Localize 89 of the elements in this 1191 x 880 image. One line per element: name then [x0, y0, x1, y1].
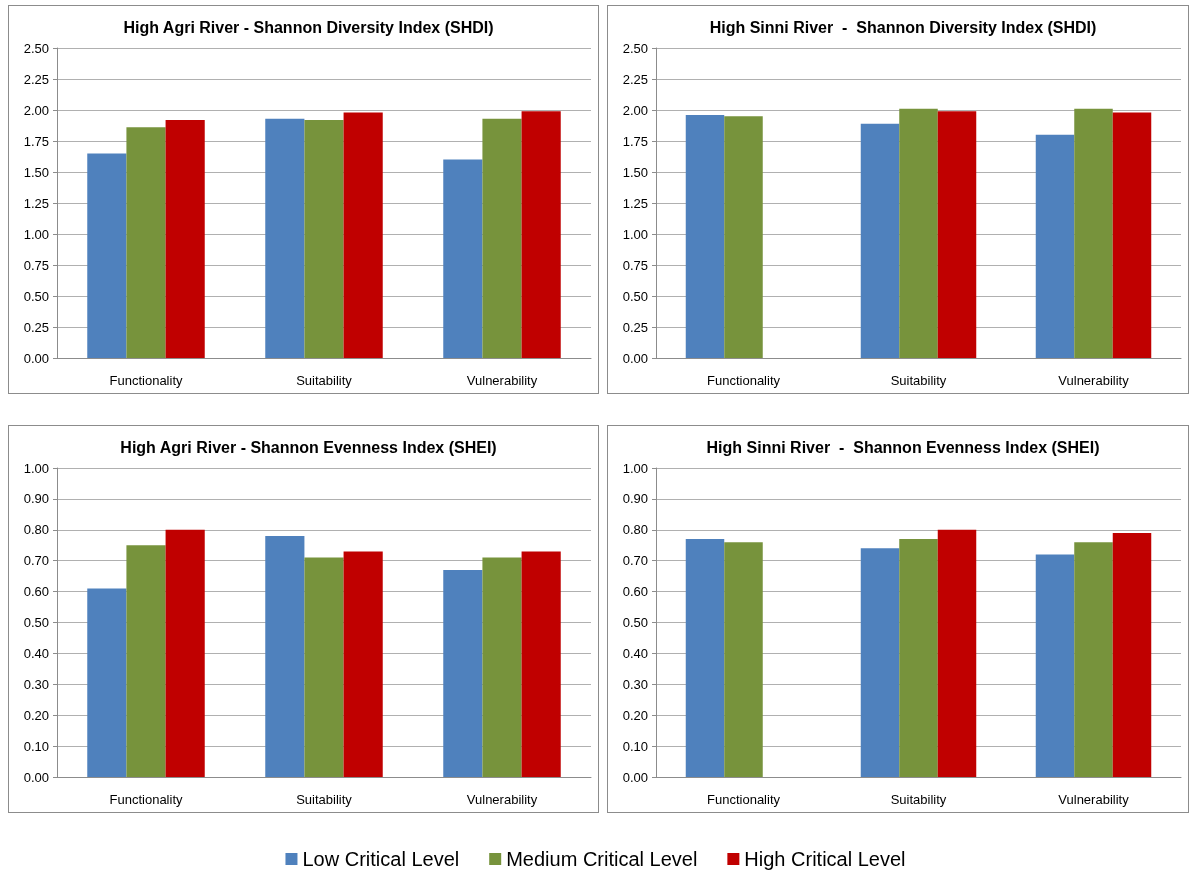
- y-tick-label: 0.20: [23, 707, 49, 723]
- bar: [87, 153, 127, 358]
- y-tick-label: 0.90: [622, 491, 648, 507]
- y-tick-label: 1.50: [23, 164, 49, 180]
- bar: [87, 588, 127, 777]
- y-tick-label: 0.50: [23, 615, 49, 630]
- chart-title: High Sinni River - Shannon Diversity Index (SHDI): [709, 18, 1097, 36]
- chart-title: High Agri River - Shannon Evenness Index (SHEI): [120, 438, 497, 456]
- x-tick-label: Suitability: [296, 792, 353, 807]
- y-tick-label: 1.25: [622, 195, 648, 211]
- y-tick-label: 1.00: [622, 226, 648, 242]
- bar: [1035, 134, 1075, 358]
- y-tick-label: 1.25: [23, 195, 49, 211]
- y-tick-label: 0.70: [23, 553, 49, 569]
- bar: [482, 557, 522, 777]
- x-tick-label: Functionality: [707, 792, 781, 807]
- y-tick-label: 0.00: [23, 769, 49, 785]
- y-tick-label: 1.75: [622, 133, 648, 149]
- y-tick-label: 1.00: [622, 460, 648, 476]
- bar: [724, 116, 763, 358]
- bar: [521, 551, 561, 777]
- bar: [1112, 112, 1152, 358]
- bar: [1074, 108, 1113, 358]
- y-tick-label: 0.10: [622, 738, 648, 754]
- x-tick-label: Suitability: [890, 792, 947, 807]
- legend-label: Medium Critical Level: [506, 848, 698, 870]
- bar: [165, 119, 205, 358]
- bar: [126, 545, 166, 777]
- y-tick-label: 2.25: [622, 71, 648, 87]
- y-tick-label: 2.00: [23, 102, 49, 118]
- bar: [304, 557, 344, 777]
- legend-label: High Critical Level: [744, 848, 906, 870]
- y-tick-label: 0.60: [23, 584, 49, 600]
- bar: [521, 111, 561, 358]
- chart-title: High Sinni River - Shannon Evenness Index (SHEI): [706, 438, 1100, 456]
- bar: [937, 111, 977, 358]
- x-tick-label: Vulnerability: [466, 792, 538, 807]
- y-tick-label: 0.00: [622, 350, 648, 366]
- bar: [165, 529, 205, 777]
- y-tick-label: 0.75: [622, 257, 648, 273]
- y-tick-label: 0.60: [622, 584, 648, 600]
- x-tick-label: Functionality: [109, 792, 183, 807]
- y-tick-label: 0.00: [23, 350, 49, 366]
- y-tick-label: 0.80: [622, 522, 648, 538]
- y-tick-label: 0.90: [23, 491, 49, 507]
- legend-label: Low Critical Level: [302, 848, 460, 870]
- y-tick-label: 2.00: [622, 102, 648, 118]
- bar: [265, 118, 305, 358]
- y-tick-label: 1.50: [622, 164, 648, 180]
- y-tick-label: 0.50: [622, 288, 648, 304]
- y-tick-label: 0.80: [23, 522, 49, 538]
- y-tick-label: 0.10: [23, 738, 49, 754]
- bar: [343, 112, 383, 358]
- bar: [304, 119, 344, 358]
- bar: [126, 127, 166, 358]
- y-tick-label: 0.25: [622, 319, 648, 335]
- bar: [265, 535, 305, 777]
- y-tick-label: 0.20: [622, 707, 648, 723]
- bar: [685, 114, 725, 358]
- y-tick-label: 0.50: [23, 288, 49, 304]
- x-tick-label: Functionality: [109, 373, 183, 388]
- y-tick-label: 1.75: [23, 133, 49, 149]
- x-tick-label: Vulnerability: [1058, 373, 1130, 388]
- y-tick-label: 0.50: [622, 615, 648, 630]
- y-tick-label: 2.50: [622, 40, 648, 56]
- x-tick-label: Vulnerability: [1058, 792, 1130, 807]
- chart-title: High Agri River - Shannon Diversity Index (SHDI): [123, 18, 494, 36]
- y-tick-label: 0.30: [622, 676, 648, 692]
- y-tick-label: 2.50: [23, 40, 49, 56]
- x-tick-label: Vulnerability: [466, 373, 538, 388]
- y-tick-label: 0.75: [23, 257, 49, 273]
- x-tick-label: Functionality: [707, 373, 781, 388]
- bar: [482, 118, 522, 358]
- bar: [899, 108, 938, 358]
- bar: [343, 551, 383, 777]
- y-tick-label: 0.00: [622, 769, 648, 785]
- y-tick-label: 0.25: [23, 319, 49, 335]
- y-tick-label: 0.40: [23, 645, 49, 661]
- y-tick-label: 0.40: [622, 645, 648, 661]
- y-tick-label: 1.00: [23, 226, 49, 242]
- bar: [860, 123, 900, 358]
- y-tick-label: 0.70: [622, 553, 648, 569]
- bar: [443, 569, 483, 777]
- y-tick-label: 1.00: [23, 460, 49, 476]
- x-tick-label: Suitability: [890, 373, 947, 388]
- y-tick-label: 2.25: [23, 71, 49, 87]
- x-tick-label: Suitability: [296, 373, 353, 388]
- y-tick-label: 0.30: [23, 676, 49, 692]
- bar: [443, 159, 483, 358]
